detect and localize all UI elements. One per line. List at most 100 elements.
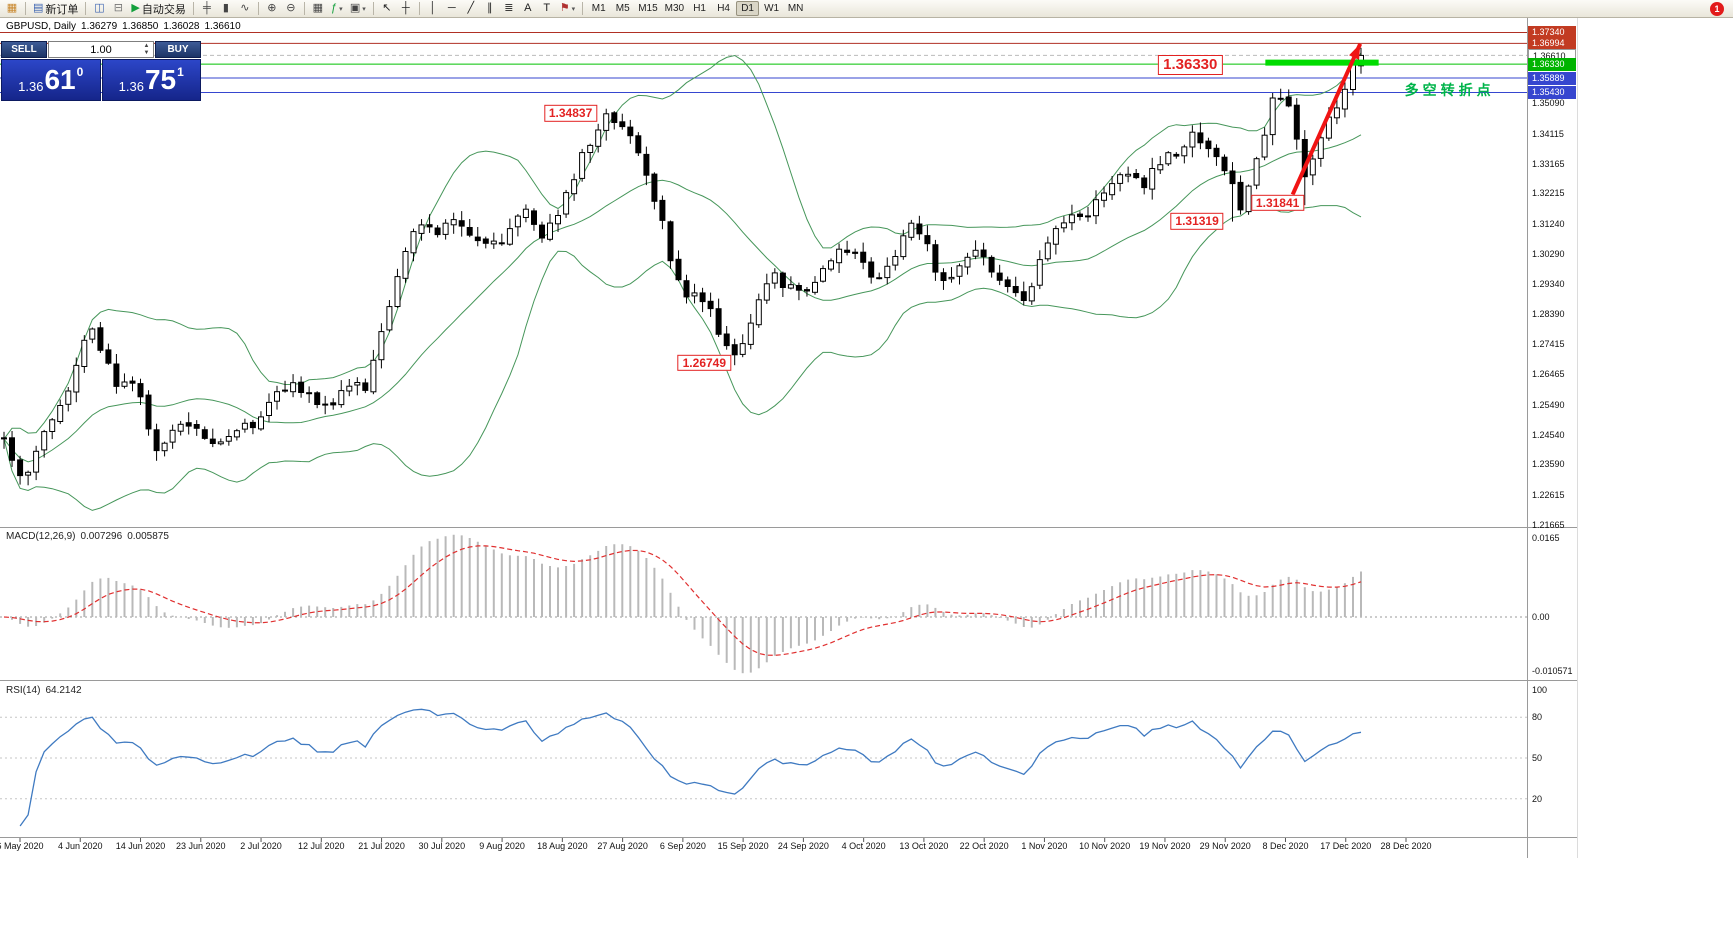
vertical-line-icon: │ bbox=[429, 2, 437, 14]
line-chart-button[interactable]: ∿ bbox=[236, 1, 254, 17]
price-axis-label: 1.23590 bbox=[1532, 459, 1565, 470]
indicators-button[interactable]: ƒ ▾ bbox=[328, 1, 346, 17]
bar-chart-button[interactable]: ╪ bbox=[198, 1, 216, 17]
channel-button[interactable]: ∥ bbox=[481, 1, 499, 17]
price-axis[interactable]: 1.35090 1.34115 1.33165 1.32215 1.31240 1.302… bbox=[1528, 0, 1578, 858]
price-axis-label: 1.35430 bbox=[1528, 86, 1576, 100]
cursor-icon: ↖ bbox=[382, 2, 392, 14]
breakout-price-label[interactable]: 1.31841 bbox=[1250, 194, 1305, 211]
autotrading-icon: ▶ bbox=[131, 2, 140, 14]
rsi-indicator-label: RSI(14) 64.2142 bbox=[6, 685, 87, 696]
periods-icon: ▣ bbox=[349, 2, 361, 14]
timeframe-h4-button[interactable]: H4 bbox=[717, 3, 730, 14]
dropdown-caret-icon: ▾ bbox=[571, 5, 576, 13]
toolbar-divider bbox=[85, 2, 87, 15]
ask-main-digits: 75 bbox=[144, 64, 177, 95]
date-label: 22 Oct 2020 bbox=[959, 841, 1009, 851]
date-label: 29 Nov 2020 bbox=[1199, 841, 1251, 851]
autotrading-button[interactable]: ▶ 自动交易 bbox=[128, 1, 188, 17]
timeframe-h1-button[interactable]: H1 bbox=[693, 3, 706, 14]
tile-windows-button[interactable]: ▦ bbox=[309, 1, 327, 17]
date-label: 8 Dec 2020 bbox=[1262, 841, 1309, 851]
turning-point-note[interactable]: 多空转折点 bbox=[1404, 81, 1495, 98]
label-button[interactable]: T bbox=[538, 1, 556, 17]
cursor-button[interactable]: ↖ bbox=[378, 1, 396, 17]
timeframe-mn-button[interactable]: MN bbox=[787, 3, 804, 14]
macd-indicator-label: MACD(12,26,9) 0.007296 0.005875 bbox=[6, 531, 174, 542]
fibonacci-button[interactable]: ≣ bbox=[500, 1, 518, 17]
macd-main-value: 0.007296 bbox=[80, 531, 123, 542]
timeframe-d1-button[interactable]: D1 bbox=[736, 1, 760, 16]
dropdown-caret-icon: ▾ bbox=[362, 5, 366, 13]
zoom-out-button[interactable]: ⊖ bbox=[282, 1, 300, 17]
date-label: 2 Jul 2020 bbox=[240, 841, 282, 851]
spin-up-icon[interactable]: ▲ bbox=[143, 43, 150, 49]
lot-value: 1.00 bbox=[90, 43, 112, 56]
new-order-button[interactable]: ▤ 新订单 bbox=[30, 1, 81, 17]
trendline-button[interactable]: ╱ bbox=[462, 1, 480, 17]
timeframe-m5-button[interactable]: M5 bbox=[615, 3, 630, 14]
price-axis-label: 1.25490 bbox=[1532, 399, 1565, 410]
time-axis[interactable]: 6 May 2020 4 Jun 2020 14 Jun 2020 23 Jun 20… bbox=[0, 841, 1528, 857]
date-label: 23 Jun 2020 bbox=[176, 841, 226, 851]
shapes-button[interactable]: ⚑ ▾ bbox=[557, 1, 578, 17]
buy-price-button[interactable]: 1.36 75 1 bbox=[101, 59, 201, 101]
spin-down-icon[interactable]: ▼ bbox=[143, 50, 150, 56]
price-axis-label: 1.30290 bbox=[1532, 248, 1565, 259]
price-axis-label: 1.37340 bbox=[1528, 26, 1576, 40]
chart-windows-button[interactable]: ◫ bbox=[90, 1, 108, 17]
text-button[interactable]: A bbox=[519, 1, 537, 17]
macd-name: MACD(12,26,9) bbox=[6, 531, 76, 542]
date-label: 12 Jul 2020 bbox=[298, 841, 345, 851]
notification-badge[interactable]: 1 bbox=[1710, 1, 1724, 16]
buy-button[interactable]: BUY bbox=[155, 41, 201, 58]
timeframe-m15-button[interactable]: M15 bbox=[638, 3, 658, 14]
price-axis-label: 1.33165 bbox=[1532, 158, 1565, 169]
profiles-button[interactable]: ⊟ bbox=[109, 1, 127, 17]
crosshair-button[interactable]: ┼ bbox=[397, 1, 415, 17]
chart-ohlc-info: GBPUSD, Daily 1.36279 1.36850 1.36028 1.3661… bbox=[6, 21, 246, 32]
price-axis-label: 100 bbox=[1532, 685, 1548, 695]
date-label: 14 Jun 2020 bbox=[115, 841, 166, 851]
date-label: 27 Aug 2020 bbox=[597, 841, 648, 851]
crosshair-icon: ┼ bbox=[401, 2, 410, 14]
text-icon: A bbox=[524, 2, 532, 14]
timeframe-m1-button[interactable]: M1 bbox=[591, 3, 606, 14]
candlestick-button[interactable]: ▮ bbox=[217, 1, 235, 17]
bid-prefix: 1.36 bbox=[18, 79, 44, 94]
date-label: 28 Dec 2020 bbox=[1380, 841, 1432, 851]
label-icon: T bbox=[543, 2, 551, 14]
low-price-label[interactable]: 1.26749 bbox=[677, 354, 732, 372]
date-label: 9 Aug 2020 bbox=[479, 841, 525, 851]
date-label: 4 Jun 2020 bbox=[57, 841, 103, 851]
zoom-out-icon: ⊖ bbox=[286, 2, 296, 14]
support-price-label[interactable]: 1.31319 bbox=[1170, 213, 1224, 230]
date-label: 10 Nov 2020 bbox=[1079, 841, 1131, 851]
sell-price-button[interactable]: 1.36 61 0 bbox=[1, 59, 101, 101]
price-axis-label: 0.0165 bbox=[1532, 533, 1560, 543]
terminal-icon[interactable]: ▦ bbox=[3, 1, 21, 17]
timeframe-w1-button[interactable]: W1 bbox=[764, 3, 780, 14]
rsi-value: 64.2142 bbox=[45, 685, 82, 696]
price-axis-label: 1.29340 bbox=[1532, 278, 1565, 289]
tile-windows-icon: ▦ bbox=[312, 2, 324, 14]
lot-size-input[interactable]: 1.00 ▲ ▼ bbox=[48, 41, 154, 58]
zoom-in-button[interactable]: ⊕ bbox=[263, 1, 281, 17]
open-value: 1.36279 bbox=[81, 21, 118, 32]
sell-button[interactable]: SELL bbox=[1, 41, 47, 58]
drawing-objects bbox=[1265, 42, 1379, 196]
ask-pip-digit: 1 bbox=[177, 65, 184, 79]
chart-canvas[interactable] bbox=[0, 0, 1580, 860]
horizontal-line-button[interactable]: ─ bbox=[443, 1, 461, 17]
vertical-line-button[interactable]: │ bbox=[424, 1, 442, 17]
rsi-plot bbox=[0, 708, 1528, 827]
resistance-price-label[interactable]: 1.36330 bbox=[1158, 55, 1223, 76]
timeframe-m30-button[interactable]: M30 bbox=[664, 3, 685, 14]
price-axis-label: 1.22615 bbox=[1532, 490, 1565, 501]
price-axis-label: 20 bbox=[1532, 793, 1543, 804]
autotrading-button-label: 自动交易 bbox=[141, 3, 186, 16]
rsi-name: RSI(14) bbox=[6, 685, 41, 696]
periods-button[interactable]: ▣ ▾ bbox=[347, 1, 369, 17]
lot-spinner[interactable]: ▲ ▼ bbox=[141, 43, 152, 56]
high-price-label[interactable]: 1.34837 bbox=[543, 104, 598, 122]
